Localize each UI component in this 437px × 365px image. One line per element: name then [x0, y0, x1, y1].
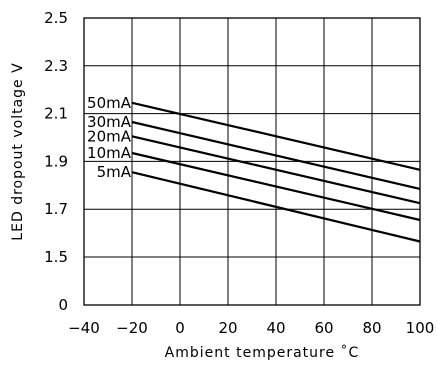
y-axis-label: LED dropout voltage V	[10, 62, 26, 240]
y-tick-label: 1.5	[44, 248, 68, 266]
series-line	[131, 135, 421, 205]
series-label: 20mA	[87, 127, 132, 145]
y-tick-label: 1.9	[44, 152, 68, 170]
series-line	[131, 120, 421, 190]
series-label: 50mA	[87, 94, 132, 112]
series-lines	[131, 101, 421, 243]
grid	[84, 18, 420, 305]
x-tick-label: 100	[406, 319, 435, 337]
x-tick-label: −20	[116, 319, 148, 337]
x-tick-label: 40	[266, 319, 285, 337]
series-line	[131, 151, 421, 222]
series-label: 10mA	[87, 144, 132, 162]
y-tick-label: 0	[58, 296, 68, 314]
y-tick-label: 2.1	[44, 105, 68, 123]
x-tick-label: 20	[218, 319, 237, 337]
y-tick-labels: 0 1.5 1.7 1.9 2.1 2.3 2.5	[44, 9, 68, 314]
series-label: 30mA	[87, 113, 132, 131]
x-tick-label: 0	[175, 319, 185, 337]
y-tick-label: 2.5	[44, 9, 68, 27]
series-line	[131, 101, 421, 171]
y-tick-label: 1.7	[44, 200, 68, 218]
series-label: 5mA	[97, 163, 132, 181]
x-tick-label: 80	[362, 319, 381, 337]
x-tick-label: −40	[68, 319, 100, 337]
series-line	[131, 171, 421, 243]
plot-frame	[83, 17, 421, 306]
x-tick-labels: −40 −20 0 20 40 60 80 100	[68, 319, 434, 337]
x-axis-label: Ambient temperature ˚C	[165, 344, 360, 361]
x-tick-label: 60	[314, 319, 333, 337]
y-tick-label: 2.3	[44, 57, 68, 75]
